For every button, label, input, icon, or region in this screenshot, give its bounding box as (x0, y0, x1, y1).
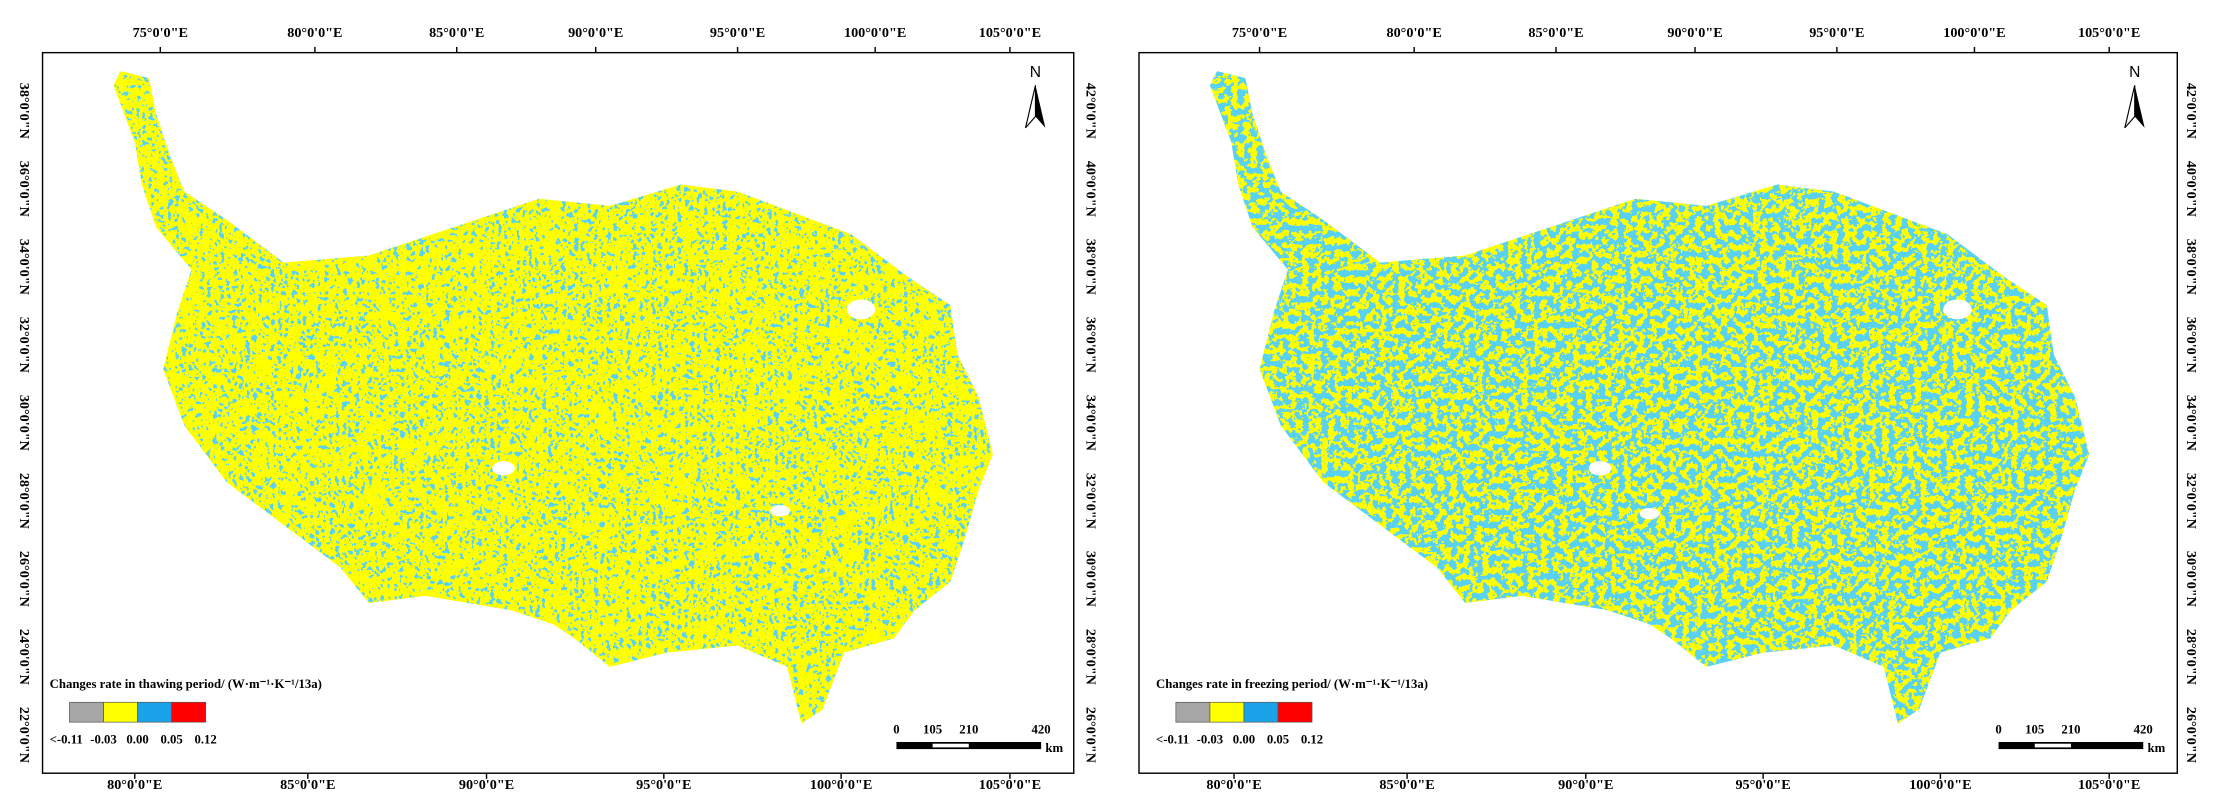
legend-swatch (1209, 701, 1245, 723)
longitude-label: 95°0'0"E (1809, 25, 1864, 41)
north-label: N (1030, 64, 1041, 81)
scale-label: 0 (1995, 722, 2001, 736)
longitude-label: 85°0'0"E (280, 777, 335, 793)
map-left (113, 71, 993, 724)
map-right (1209, 71, 2090, 724)
scale-label: 0 (893, 722, 899, 736)
north-arrow (1035, 85, 1046, 128)
legend-label: 0.05 (1267, 732, 1289, 746)
latitude-label: 40°0'0"N (1083, 161, 1099, 218)
longitude-label: 85°0'0"E (1528, 25, 1583, 41)
longitude-label: 95°0'0"E (1735, 777, 1790, 793)
map-panel: 75°0'0"E 80°0'0"E 85°0'0"E 90°0'0"E 95°0'0"E… (1083, 25, 2200, 793)
latitude-label: 32°0'0"N (2183, 473, 2199, 530)
latitude-label: 38°0'0"N (1083, 239, 1099, 296)
longitude-label: 100°0'0"E (810, 777, 872, 793)
latitude-label: 30°0'0"N (2183, 551, 2199, 608)
scale-label: 420 (1032, 722, 1051, 736)
legend-label: -0.03 (90, 732, 117, 746)
legend-swatch (171, 701, 207, 723)
scale-label: 105 (2025, 722, 2044, 736)
latitude-label: 42°0'0"N (1083, 83, 1099, 140)
latitude-label: 24°0'0"N (16, 629, 32, 686)
latitude-label: 34°0'0"N (2183, 395, 2199, 452)
longitude-label: 80°0'0"E (1387, 25, 1442, 41)
legend-title: Changes rate in freezing period/ (W·m⁻¹·… (1156, 677, 1428, 691)
longitude-label: 85°0'0"E (1379, 777, 1434, 793)
longitude-label: 90°0'0"E (459, 777, 514, 793)
legend-swatch (1277, 701, 1313, 723)
latitude-label: 36°0'0"N (2183, 317, 2199, 374)
longitude-label: 100°0'0"E (1909, 777, 1971, 793)
north-arrow (2134, 85, 2145, 128)
latitude-label: 38°0'0"N (2183, 239, 2199, 296)
latitude-label: 28°0'0"N (16, 473, 32, 530)
legend-swatch (103, 701, 138, 723)
latitude-label: 34°0'0"N (16, 239, 32, 296)
latitude-label: 22°0'0"N (16, 707, 32, 764)
longitude-label: 100°0'0"E (1943, 25, 2005, 41)
legend-swatch (137, 701, 172, 723)
map-frame (1138, 51, 2178, 774)
longitude-label: 105°0'0"E (979, 777, 1041, 793)
legend-label: -0.03 (1197, 732, 1224, 746)
legend-label: 0.05 (160, 732, 182, 746)
legend-title: Changes rate in thawing period/ (W·m⁻¹·K… (50, 677, 322, 691)
longitude-label: 80°0'0"E (107, 777, 162, 793)
scale-label: 420 (2134, 722, 2153, 736)
latitude-label: 28°0'0"N (1083, 629, 1099, 686)
scale-label: 210 (959, 722, 978, 736)
map-frame (41, 51, 1075, 774)
longitude-label: 105°0'0"E (2078, 25, 2140, 41)
legend-label: 0.12 (1301, 732, 1323, 746)
longitude-label: 90°0'0"E (1558, 777, 1613, 793)
legend-label: 0.00 (1233, 732, 1255, 746)
north-arrow (1024, 85, 1037, 129)
legend-swatch (1175, 701, 1211, 723)
latitude-label: 30°0'0"N (1083, 551, 1099, 608)
latitude-label: 28°0'0"N (2183, 629, 2199, 686)
scale-bar (2034, 743, 2071, 748)
longitude-label: 80°0'0"E (287, 25, 342, 41)
longitude-label: 75°0'0"E (1232, 25, 1287, 41)
scale-unit: km (1045, 741, 1063, 755)
longitude-label: 105°0'0"E (2078, 777, 2140, 793)
longitude-label: 95°0'0"E (710, 25, 765, 41)
longitude-label: 80°0'0"E (1206, 777, 1261, 793)
legend-label: <-0.11 (50, 732, 83, 746)
latitude-label: 40°0'0"N (2183, 161, 2199, 218)
latitude-label: 36°0'0"N (16, 161, 32, 218)
scale-label: 105 (923, 722, 942, 736)
latitude-label: 26°0'0"N (1083, 707, 1099, 764)
longitude-label: 105°0'0"E (979, 25, 1041, 41)
latitude-label: 30°0'0"N (16, 395, 32, 452)
legend-swatch (69, 701, 104, 723)
latitude-label: 32°0'0"N (1083, 473, 1099, 530)
latitude-label: 38°0'0"N (16, 83, 32, 140)
legend-label: <-0.11 (1156, 732, 1189, 746)
longitude-label: 95°0'0"E (636, 777, 691, 793)
latitude-label: 32°0'0"N (16, 317, 32, 374)
latitude-label: 26°0'0"N (16, 551, 32, 608)
longitude-label: 75°0'0"E (133, 25, 188, 41)
map-panel: 75°0'0"E 80°0'0"E 85°0'0"E 90°0'0"E 95°0'0"E… (16, 25, 1075, 793)
legend-label: 0.12 (195, 732, 217, 746)
latitude-label: 42°0'0"N (2183, 83, 2199, 140)
north-arrow (2124, 85, 2136, 129)
north-label: N (2129, 64, 2140, 81)
latitude-label: 36°0'0"N (1083, 317, 1099, 374)
latitude-label: 34°0'0"N (1083, 395, 1099, 452)
longitude-label: 90°0'0"E (568, 25, 623, 41)
legend-swatch (1243, 701, 1279, 723)
legend-label: 0.00 (126, 732, 148, 746)
scale-unit: km (2147, 741, 2165, 755)
scale-bar (932, 743, 969, 748)
longitude-label: 90°0'0"E (1667, 25, 1722, 41)
scale-label: 210 (2061, 722, 2080, 736)
longitude-label: 85°0'0"E (429, 25, 484, 41)
latitude-label: 26°0'0"N (2183, 707, 2199, 764)
longitude-label: 100°0'0"E (844, 25, 906, 41)
